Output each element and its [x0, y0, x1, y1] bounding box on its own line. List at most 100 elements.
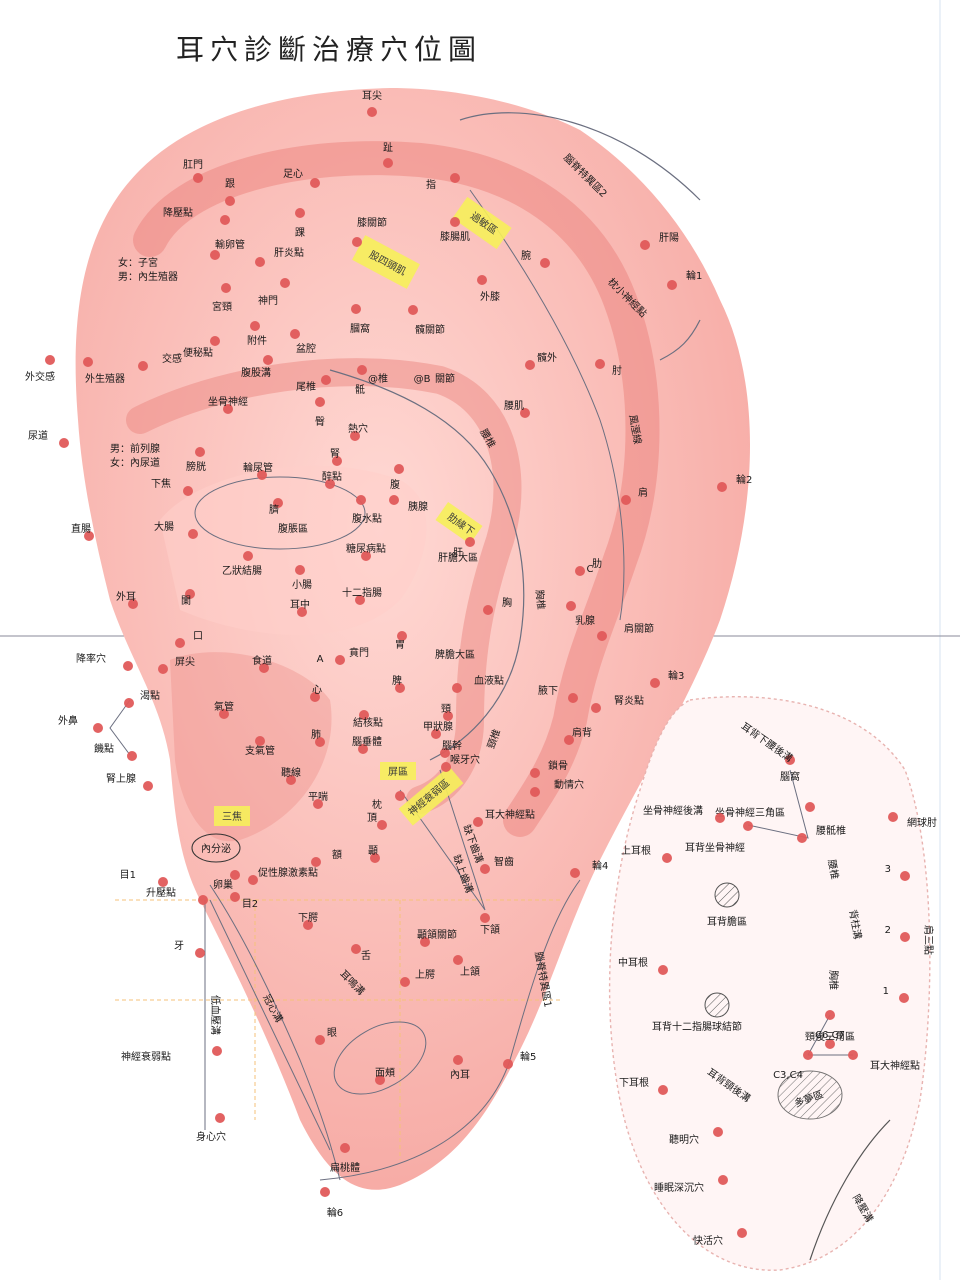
acupoint-dot — [530, 768, 540, 778]
acupoint-label: 口 — [193, 631, 203, 642]
acupoint-dot — [389, 495, 399, 505]
acupoint-label: 喉牙穴 — [450, 753, 480, 766]
acupoint-dot — [473, 817, 483, 827]
acupoint-label: 神經衰弱點 — [121, 1050, 171, 1063]
acupoint-dot — [797, 833, 807, 843]
acupoint-dot — [313, 799, 323, 809]
region-label: 關節 — [435, 372, 455, 385]
acupoint-label: 眼 — [327, 1027, 337, 1039]
acupoint-label: 內耳 — [450, 1069, 470, 1081]
acupoint-label: 闌 — [181, 595, 191, 607]
acupoint-label: 坐骨神經 — [208, 395, 248, 408]
acupoint-label: 踝 — [295, 227, 305, 239]
acupoint-label: 肺 — [311, 729, 321, 741]
acupoint-label: 輪5 — [520, 1050, 536, 1063]
acupoint-dot — [667, 280, 677, 290]
acupoint-dot — [257, 470, 267, 480]
back-region-label: 胸椎 — [827, 970, 840, 990]
acupoint-label: 支氣管 — [245, 744, 275, 757]
acupoint-dot — [273, 498, 283, 508]
acupoint-dot — [805, 802, 815, 812]
acupoint-label: 下腭 — [298, 912, 318, 924]
acupoint-dot — [621, 495, 631, 505]
acupoint-label: 輪3 — [668, 669, 684, 682]
region-label: @椎 — [368, 372, 388, 385]
back-hypotension-groove — [809, 1119, 891, 1261]
acupoint-dot — [566, 601, 576, 611]
acupoint-dot — [158, 877, 168, 887]
acupoint-dot — [361, 551, 371, 561]
acupoint-dot — [248, 875, 258, 885]
vertebra-line — [329, 369, 525, 761]
acupoint-label: 乳腺 — [575, 614, 595, 627]
acupoint-label: 快活穴 — [693, 1234, 723, 1247]
region-label: 男：內生殖器 — [118, 270, 178, 283]
acupoint-dot — [143, 781, 153, 791]
acupoint-dot — [123, 661, 133, 671]
back-region-label: 肩三點 — [922, 925, 935, 955]
acupoint-dot — [743, 821, 753, 831]
acupoint-dot — [370, 853, 380, 863]
acupoint-dot — [848, 1050, 858, 1060]
helix-boundary-arc-2 — [659, 319, 701, 361]
region-label: 低血壓溝 — [209, 995, 222, 1035]
acupoint-dot — [303, 920, 313, 930]
acupoint-dot — [212, 1046, 222, 1056]
acupoint-dot — [243, 551, 253, 561]
acupoint-label: 腋下 — [538, 684, 558, 697]
region-label: 肝膽大區 — [438, 551, 478, 564]
acupoint-label: 輪4 — [592, 859, 608, 872]
ear-antihelix — [126, 358, 522, 814]
acupoint-label: 肘 — [612, 364, 622, 377]
acupoint-dot — [591, 703, 601, 713]
acupoint-label: 外生殖器 — [85, 372, 125, 385]
acupoint-dot — [525, 360, 535, 370]
spine-line — [469, 189, 625, 621]
acupoint-dot — [127, 751, 137, 761]
acupoint-dot — [899, 993, 909, 1003]
acupoint-label: 膀胱 — [186, 460, 206, 473]
acupoint-label: 髖關節 — [415, 323, 445, 336]
acupoint-label: 盆腔 — [296, 342, 316, 355]
acupoint-label: 尾椎 — [296, 380, 316, 393]
acupoint-label: 外交感 — [25, 370, 55, 383]
acupoint-dot — [658, 965, 668, 975]
acupoint-label: 顳頷關節 — [417, 928, 457, 941]
acupoint-label: 肝陽 — [659, 232, 679, 244]
acupoint-label: 卵巢 — [213, 878, 233, 891]
acupoint-label: 睡眠深沉穴 — [654, 1181, 704, 1194]
acupoint-label: 胰腺 — [408, 500, 428, 513]
acupoint-label: 升壓點 — [146, 886, 176, 899]
acupoint-label: 腎 — [330, 448, 340, 460]
acupoint-dot — [158, 664, 168, 674]
acupoint-label: 肩關節 — [624, 622, 654, 635]
acupoint-label: 輪尿管 — [243, 461, 273, 474]
acupoint-dot — [713, 1127, 723, 1137]
region-label: 脾膽大區 — [435, 648, 475, 661]
acupoint-label: 肝 — [453, 547, 463, 559]
acupoint-label: 腦幹 — [442, 739, 462, 752]
acupoint-label: 腹 — [390, 478, 400, 491]
acupoint-label: 趾 — [383, 141, 393, 154]
acupoint-label: 輪2 — [736, 473, 752, 486]
acupoint-dot — [215, 1113, 225, 1123]
acupoint-label: 外耳 — [116, 591, 136, 603]
back-tri-lines — [747, 769, 853, 1056]
acupoint-label: 扁桃體 — [330, 1161, 360, 1174]
acupoint-dot — [367, 107, 377, 117]
acupoint-dot — [223, 404, 233, 414]
acupoint-dot — [395, 683, 405, 693]
acupoint-label: 腹股溝 — [241, 366, 271, 379]
yellow-box-neurasthenia — [398, 766, 464, 826]
front-labels-layer: 女：子宮男：內生殖器男：前列腺女：內尿道腹脹區內分泌肝膽大區脾膽大區腰椎胸椎頸椎… — [110, 151, 650, 1035]
acupoint-label: 便秘點 — [183, 346, 213, 359]
region-label: @B — [414, 374, 431, 385]
acupoint-dot — [395, 791, 405, 801]
acupoint-label: 下焦 — [151, 477, 171, 490]
acupoint-label: 鎖骨 — [548, 759, 568, 772]
acupoint-dot — [210, 336, 220, 346]
acupoint-label: 1 — [883, 986, 889, 997]
tooth-groove — [399, 769, 486, 911]
